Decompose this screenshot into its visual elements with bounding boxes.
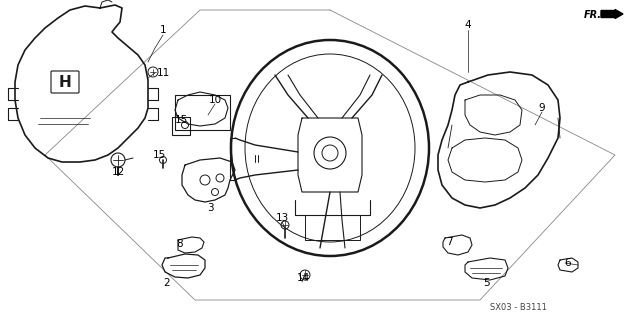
Text: 13: 13 (275, 213, 289, 223)
Bar (175, 95, 230, 130)
Text: 15: 15 (152, 150, 166, 160)
Text: 4: 4 (464, 20, 471, 30)
Text: 3: 3 (206, 203, 213, 213)
Text: 1: 1 (160, 25, 166, 35)
Text: 9: 9 (539, 103, 545, 113)
Text: 15: 15 (175, 115, 188, 125)
Text: FR.: FR. (584, 10, 602, 20)
Text: 5: 5 (483, 278, 490, 288)
FancyArrow shape (601, 10, 623, 19)
Text: 14: 14 (296, 273, 310, 283)
Text: 7: 7 (446, 237, 452, 247)
Text: 10: 10 (208, 95, 222, 105)
Text: SX03 - B3111: SX03 - B3111 (490, 302, 547, 311)
Text: 6: 6 (564, 258, 571, 268)
Text: 8: 8 (176, 239, 183, 249)
Text: H: H (59, 75, 71, 90)
Text: 12: 12 (111, 167, 125, 177)
Bar (172, 117, 190, 135)
Text: 11: 11 (156, 68, 169, 78)
Text: 2: 2 (164, 278, 170, 288)
